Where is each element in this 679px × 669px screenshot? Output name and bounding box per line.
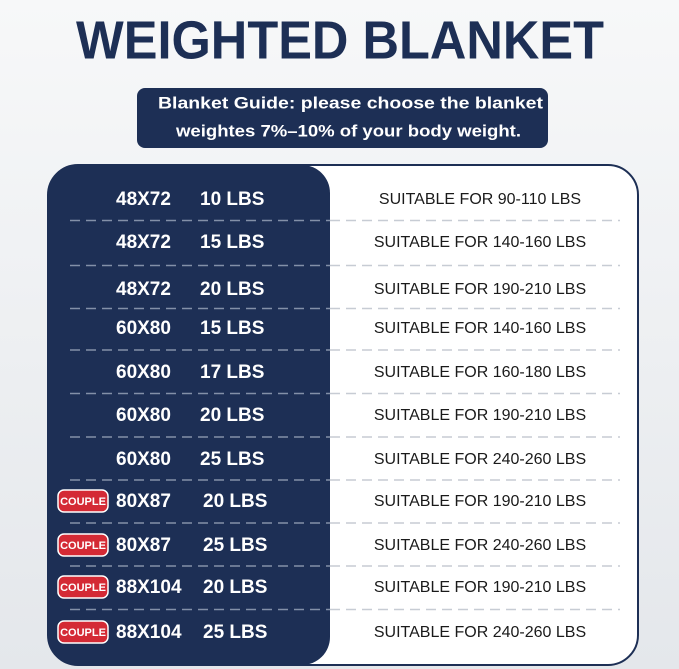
suitable: SUITABLE FOR 190-210 LBS	[374, 281, 586, 298]
weight: 15 LBS	[200, 318, 264, 339]
suitable: SUITABLE FOR 160-180 LBS	[374, 364, 586, 381]
weight: 10 LBS	[200, 189, 264, 210]
weight: 15 LBS	[200, 232, 264, 253]
weight: 25 LBS	[203, 535, 267, 556]
suitable: SUITABLE FOR 240-260 LBS	[374, 624, 586, 641]
suitable: SUITABLE FOR 90-110 LBS	[379, 191, 581, 208]
size: 60X80	[116, 318, 171, 339]
suitable: SUITABLE FOR 240-260 LBS	[374, 451, 586, 468]
guide-line: weightes 7%–10% of your body weight.	[175, 121, 521, 140]
guide-box	[137, 88, 548, 148]
suitable: SUITABLE FOR 140-160 LBS	[374, 234, 586, 251]
weight: 25 LBS	[203, 622, 267, 643]
suitable: SUITABLE FOR 190-210 LBS	[374, 493, 586, 510]
badge	[57, 533, 109, 557]
suitable: SUITABLE FOR 190-210 LBS	[374, 579, 586, 596]
badge-label: COUPLE	[60, 540, 106, 552]
size: 88X104	[116, 577, 182, 598]
badge-label: COUPLE	[60, 582, 106, 594]
rows: 48X72 10 LBS SUITABLE FOR 90-110 LBS 48X72 1…	[57, 189, 620, 644]
suitable: SUITABLE FOR 190-210 LBS	[374, 407, 586, 424]
badge-label: COUPLE	[60, 496, 106, 508]
size: 88X104	[116, 622, 182, 643]
size: 60X80	[116, 362, 171, 383]
weight: 20 LBS	[200, 405, 264, 426]
weight: 20 LBS	[203, 577, 267, 598]
size: 48X72	[116, 232, 171, 253]
left-panel	[48, 165, 330, 665]
suitable: SUITABLE FOR 140-160 LBS	[374, 320, 586, 337]
weight: 17 LBS	[200, 362, 264, 383]
size: 60X80	[116, 449, 171, 470]
weight: 20 LBS	[200, 279, 264, 300]
weight: 20 LBS	[203, 491, 267, 512]
suitable: SUITABLE FOR 240-260 LBS	[374, 537, 586, 554]
badge	[57, 489, 109, 513]
badge-label: COUPLE	[60, 627, 106, 639]
weight: 25 LBS	[200, 449, 264, 470]
title: WEIGHTED BLANKET	[76, 10, 604, 70]
badge	[57, 575, 109, 599]
size: 80X87	[116, 535, 171, 556]
badge	[57, 620, 109, 644]
size: 48X72	[116, 279, 171, 300]
size: 60X80	[116, 405, 171, 426]
size: 80X87	[116, 491, 171, 512]
guide-line: Blanket Guide: please choose the blanket	[158, 93, 543, 112]
size: 48X72	[116, 189, 171, 210]
